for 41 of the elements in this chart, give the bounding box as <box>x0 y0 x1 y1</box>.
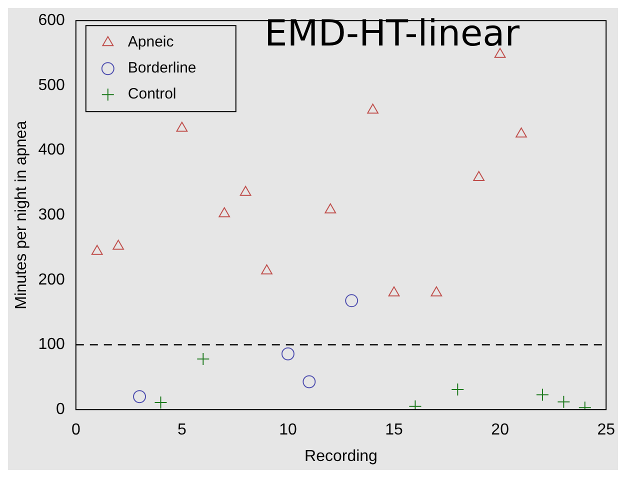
point <box>112 240 124 250</box>
x-tick-label: 20 <box>491 422 510 439</box>
point <box>536 388 549 402</box>
legend-label: Control <box>128 86 176 103</box>
point <box>261 264 272 274</box>
point <box>345 294 358 308</box>
point <box>176 122 188 132</box>
point <box>133 390 146 404</box>
point <box>516 128 527 138</box>
point <box>430 286 442 296</box>
y-tick-label: 500 <box>38 76 65 94</box>
point <box>196 352 210 366</box>
point <box>494 48 506 58</box>
y-tick-label: 600 <box>38 12 65 30</box>
point <box>218 207 230 218</box>
y-tick-label: 300 <box>38 206 65 224</box>
point <box>367 104 379 114</box>
legend-label: Borderline <box>128 60 196 77</box>
point <box>240 186 252 196</box>
point <box>388 286 400 296</box>
y-axis-title: Minutes per night in apnea <box>13 120 30 310</box>
x-tick-label: 0 <box>71 422 80 439</box>
point <box>473 170 485 181</box>
point <box>91 244 103 255</box>
y-tick-label: 100 <box>38 336 65 354</box>
chart-title: EMD-HT-linear <box>264 13 520 54</box>
x-tick-label: 15 <box>385 422 404 439</box>
x-tick-label: 25 <box>597 422 616 439</box>
point <box>154 396 168 409</box>
x-tick-label: 5 <box>177 422 186 439</box>
point <box>281 347 294 360</box>
legend-label: Apneic <box>128 34 174 51</box>
point <box>302 375 316 388</box>
y-tick-label: 200 <box>38 271 65 288</box>
x-axis-title: Recording <box>304 448 378 465</box>
y-tick-label: 0 <box>56 401 65 418</box>
point <box>557 395 570 408</box>
x-tick-label: 10 <box>279 422 297 439</box>
point <box>451 383 464 396</box>
point <box>324 203 336 214</box>
y-tick-label: 400 <box>38 142 65 159</box>
